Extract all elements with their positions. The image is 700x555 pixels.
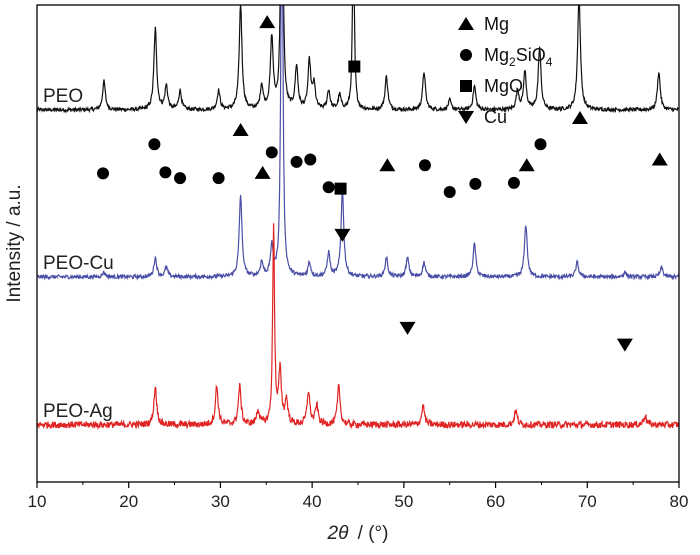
x-axis-unit: / (°) xyxy=(358,523,389,544)
phase-marker-mg2sio4 xyxy=(507,176,520,189)
phase-marker-layer xyxy=(97,15,668,352)
phase-marker-mg xyxy=(651,152,668,166)
phase-marker-mg2sio4 xyxy=(304,153,317,166)
legend-marker-circle xyxy=(460,49,472,61)
series-line-peo xyxy=(37,5,679,114)
x-tick-label: 40 xyxy=(303,492,322,511)
x-tick-label: 60 xyxy=(486,492,505,511)
series-labels: PEO PEO-Cu PEO-Ag xyxy=(43,86,114,422)
x-tick-label: 50 xyxy=(394,492,413,511)
phase-marker-cu xyxy=(399,321,416,335)
phase-marker-cu xyxy=(616,338,633,352)
x-tick-label: 20 xyxy=(119,492,138,511)
phase-marker-mg2sio4 xyxy=(212,172,225,185)
phase-marker-mgo xyxy=(348,60,361,73)
phase-marker-mg2sio4 xyxy=(174,172,187,185)
x-tick-label: 80 xyxy=(670,492,689,511)
x-axis-title: 2θ / (°) xyxy=(327,523,389,544)
phase-marker-mgo xyxy=(334,182,347,195)
phase-marker-mg xyxy=(254,165,271,179)
phase-marker-mg xyxy=(232,122,249,136)
phase-marker-mg xyxy=(518,158,535,172)
legend-entry: Mg2SiO4 xyxy=(460,45,553,69)
legend-marker-triangle-up xyxy=(458,17,474,30)
phase-marker-mg xyxy=(379,158,396,172)
series-layer xyxy=(37,5,679,431)
phase-marker-mg2sio4 xyxy=(534,138,547,151)
phase-marker-mg2sio4 xyxy=(159,166,172,179)
legend-label: Mg xyxy=(484,14,509,34)
series-line-peo-cu xyxy=(37,5,679,281)
phase-marker-mg xyxy=(259,15,276,29)
x-axis-symbol: 2θ xyxy=(327,523,350,544)
phase-marker-mg2sio4 xyxy=(97,167,110,180)
phase-marker-mg2sio4 xyxy=(418,159,431,172)
x-axis: 10 20 30 40 50 60 70 80 xyxy=(28,482,689,511)
plot-area: PEO PEO-Cu PEO-Ag xyxy=(36,4,680,483)
legend-marker-triangle-down xyxy=(458,111,474,124)
phase-marker-mg2sio4 xyxy=(443,185,456,198)
legend-entry: Mg xyxy=(458,14,509,34)
phase-marker-mg xyxy=(571,111,588,125)
phase-marker-mg2sio4 xyxy=(469,177,482,190)
legend-entry: Cu xyxy=(458,107,507,127)
phase-marker-mg2sio4 xyxy=(265,146,278,159)
x-tick-label: 70 xyxy=(578,492,597,511)
y-axis-title: Intensity / a.u. xyxy=(4,184,25,302)
series-label-peo-cu: PEO-Cu xyxy=(43,253,114,274)
series-label-peo: PEO xyxy=(43,86,83,107)
x-tick-label: 30 xyxy=(211,492,230,511)
legend-label: Cu xyxy=(484,107,507,127)
series-label-peo-ag: PEO-Ag xyxy=(43,401,113,422)
phase-marker-mg2sio4 xyxy=(322,181,335,194)
legend: Mg Mg2SiO4 MgO Cu xyxy=(458,14,553,127)
legend-label: MgO xyxy=(484,76,523,96)
plot-frame xyxy=(36,4,680,483)
legend-label: Mg2SiO4 xyxy=(484,45,553,69)
legend-entry: MgO xyxy=(460,76,523,96)
phase-marker-cu xyxy=(334,228,351,242)
phase-marker-mg2sio4 xyxy=(148,138,161,151)
legend-marker-square xyxy=(460,80,472,92)
series-line-peo-ag xyxy=(37,223,679,431)
x-tick-label: 10 xyxy=(28,492,47,511)
phase-marker-mg2sio4 xyxy=(290,155,303,168)
